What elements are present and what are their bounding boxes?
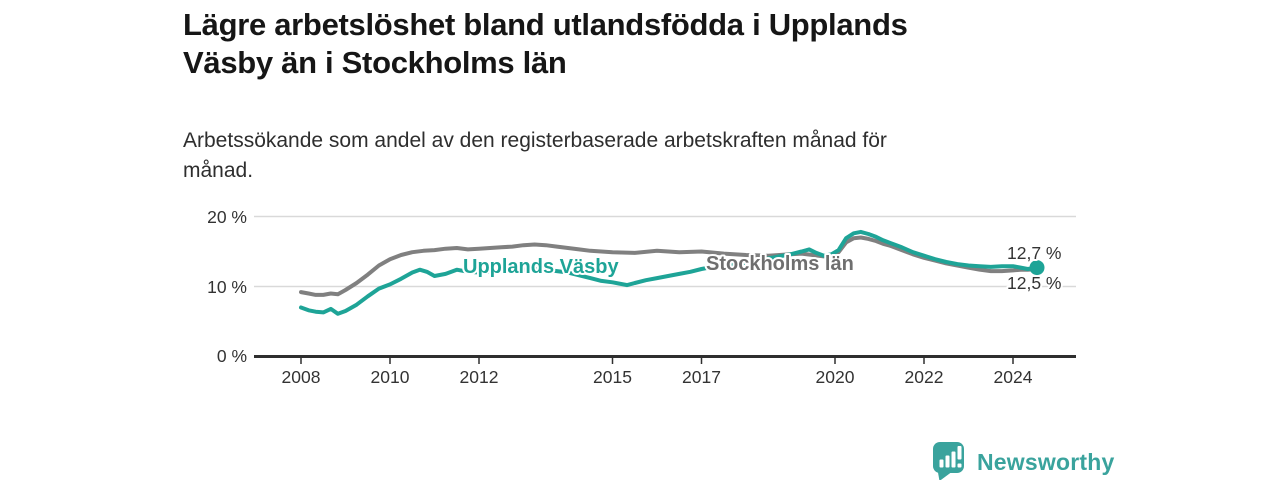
logo-bars-icon	[939, 446, 962, 468]
chart-title: Lägre arbetslöshet bland utlandsfödda i …	[183, 6, 1103, 82]
chart-title-line1: Lägre arbetslöshet bland utlandsfödda i …	[183, 7, 908, 42]
y-tick-label-20: 20 %	[207, 207, 247, 227]
chart-subtitle: Arbetssökande som andel av den registerb…	[183, 126, 1063, 186]
x-tick-label-2010: 2010	[371, 367, 410, 387]
end-value-stockholms-lan: 12,5 %	[1007, 273, 1061, 293]
end-value-upplands-vasby: 12,7 %	[1007, 243, 1061, 263]
x-tick-label-2024: 2024	[994, 367, 1033, 387]
end-dot	[1029, 260, 1045, 276]
chart-title-line2: Väsby än i Stockholms län	[183, 45, 567, 80]
logo-bubble-tail	[938, 472, 951, 480]
y-tick-label-10: 10 %	[207, 277, 247, 297]
chart-subtitle-line1: Arbetssökande som andel av den registerb…	[183, 129, 887, 152]
x-tick-label-2008: 2008	[282, 367, 321, 387]
x-tick-label-2012: 2012	[460, 367, 499, 387]
chart-subtitle-line2: månad.	[183, 159, 254, 182]
series-label-stockholms-lan: Stockholms län	[706, 253, 854, 275]
x-tick-label-2022: 2022	[905, 367, 944, 387]
brand-name: Newsworthy	[977, 449, 1114, 475]
x-tick-label-2015: 2015	[593, 367, 632, 387]
series-label-upplands-vasby: Upplands Väsby	[463, 256, 619, 278]
x-tick-label-2020: 2020	[816, 367, 855, 387]
y-tick-label-0: 0 %	[217, 346, 247, 366]
x-tick-label-2017: 2017	[682, 367, 721, 387]
newsworthy-logo-icon	[933, 442, 964, 480]
newsworthy-logo[interactable]: Newsworthy	[933, 442, 1114, 480]
series-line-upplands-vasby	[299, 229, 1039, 316]
